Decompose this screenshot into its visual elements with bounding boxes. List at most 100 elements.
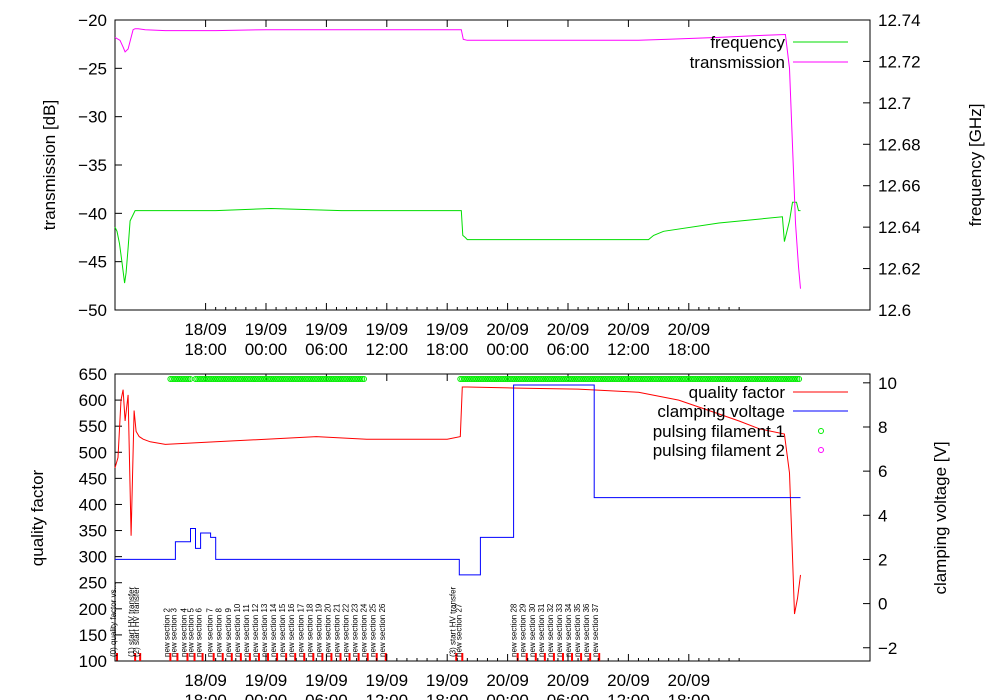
x-tick-date: 18/09 bbox=[184, 320, 227, 339]
annotation-label: new section 14 bbox=[269, 603, 278, 657]
annotation-label: new section 32 bbox=[546, 603, 555, 657]
transmission-frequency-chart: −50 −45 −40 −35 −30 −25 −20 12.6 12.62 12.64 12.6… bbox=[40, 11, 985, 359]
legend-label-pulsing-filament-2: pulsing filament 2 bbox=[653, 441, 785, 460]
legend-label-frequency: frequency bbox=[710, 33, 785, 52]
top-legend: frequency transmission bbox=[690, 33, 848, 72]
annotation-label: (2) start HV transfer bbox=[132, 586, 141, 657]
annotation-label: new section 17 bbox=[296, 603, 305, 657]
y-tick-label: −30 bbox=[78, 108, 107, 127]
x-tick-date: 19/09 bbox=[366, 671, 409, 690]
series-line-clamping-voltage bbox=[115, 384, 801, 576]
x-tick-time: 00:00 bbox=[245, 691, 288, 700]
y-tick-label: 100 bbox=[79, 652, 107, 671]
x-tick-time: 00:00 bbox=[486, 691, 529, 700]
bottom-y2-axis-label: clamping voltage [V] bbox=[931, 441, 950, 594]
pulsing-filament-1-point bbox=[183, 376, 190, 382]
x-tick-time: 06:00 bbox=[305, 340, 348, 359]
pulsing-filament-1-point bbox=[792, 376, 799, 382]
y-tick-label: 150 bbox=[79, 626, 107, 645]
x-tick-date: 20/09 bbox=[668, 320, 711, 339]
x-tick-time: 06:00 bbox=[305, 691, 348, 700]
annotation-label: new section 3 bbox=[169, 608, 178, 657]
y-tick-label: 300 bbox=[79, 548, 107, 567]
series-line-frequency bbox=[114, 201, 801, 284]
x-tick-date: 20/09 bbox=[547, 671, 590, 690]
legend-marker-pulsing-filament-1 bbox=[818, 428, 824, 434]
bottom-legend: quality factor clamping voltage pulsing … bbox=[653, 383, 848, 460]
annotation-label: (3) start HV transfer bbox=[448, 586, 457, 657]
y2-tick-label: 2 bbox=[878, 550, 887, 569]
y-tick-label: 450 bbox=[79, 469, 107, 488]
annotation-label: new section 30 bbox=[528, 603, 537, 657]
bottom-y-axis-label: quality factor bbox=[28, 469, 47, 566]
x-tick-time: 00:00 bbox=[245, 340, 288, 359]
annotation-label: new section 10 bbox=[233, 603, 242, 657]
annotation-label: new section 2 bbox=[162, 608, 171, 657]
x-tick-time: 12:00 bbox=[366, 691, 409, 700]
top-y-axis-label: transmission [dB] bbox=[40, 100, 59, 230]
series-line-quality-factor bbox=[114, 386, 801, 615]
x-tick-time: 18:00 bbox=[668, 691, 711, 700]
y2-tick-label: 12.68 bbox=[878, 135, 921, 154]
x-tick-date: 19/09 bbox=[245, 320, 288, 339]
x-tick-date: 19/09 bbox=[305, 671, 348, 690]
x-tick-date: 20/09 bbox=[668, 671, 711, 690]
x-tick-date: 19/09 bbox=[245, 671, 288, 690]
x-tick-time: 06:00 bbox=[547, 691, 590, 700]
y2-tick-label: 12.64 bbox=[878, 218, 921, 237]
x-tick-date: 20/09 bbox=[607, 320, 650, 339]
y-tick-label: 550 bbox=[79, 417, 107, 436]
x-tick-date: 18/09 bbox=[184, 671, 227, 690]
quality-clamping-chart: (0) quality factor vs... (1) start HV tra… bbox=[28, 365, 950, 700]
legend-label-quality-factor: quality factor bbox=[689, 383, 786, 402]
pulsing-filament-1-point bbox=[359, 376, 366, 382]
y-tick-label: −20 bbox=[78, 11, 107, 30]
annotation-label: new section 24 bbox=[360, 603, 369, 657]
legend-label-pulsing-filament-1: pulsing filament 1 bbox=[653, 422, 785, 441]
annotation-label: new section 12 bbox=[251, 603, 260, 657]
annotation-label: new section 13 bbox=[260, 603, 269, 657]
y-tick-label: −45 bbox=[78, 253, 107, 272]
y2-tick-label: 0 bbox=[878, 595, 887, 614]
x-tick-time: 12:00 bbox=[366, 340, 409, 359]
x-tick-date: 20/09 bbox=[547, 320, 590, 339]
legend-marker-pulsing-filament-2 bbox=[818, 447, 824, 453]
annotation-label: new section 35 bbox=[573, 603, 582, 657]
pulsing-filament-1-point bbox=[357, 376, 364, 382]
x-tick-date: 19/09 bbox=[426, 671, 469, 690]
x-tick-date: 20/09 bbox=[486, 671, 529, 690]
y2-tick-label: 12.6 bbox=[878, 301, 911, 320]
x-tick-time: 12:00 bbox=[607, 691, 650, 700]
legend-label-transmission: transmission bbox=[690, 53, 785, 72]
annotation-label: new section 15 bbox=[278, 603, 287, 657]
y-tick-label: 650 bbox=[79, 365, 107, 384]
pulsing-filament-1-point bbox=[185, 376, 192, 382]
annotation-label: new section 9 bbox=[224, 608, 233, 657]
y2-tick-label: 12.66 bbox=[878, 177, 921, 196]
bottom-plot-frame bbox=[114, 373, 871, 662]
annotation-label: new section 5 bbox=[187, 608, 196, 657]
x-tick-date: 19/09 bbox=[305, 320, 348, 339]
annotation-label: new section 37 bbox=[591, 603, 600, 657]
annotation-label: new section 20 bbox=[323, 603, 332, 657]
annotation-label: new section 25 bbox=[369, 603, 378, 657]
x-tick-date: 20/09 bbox=[607, 671, 650, 690]
annotation-label: new section 34 bbox=[564, 603, 573, 657]
annotation-label: new section 31 bbox=[537, 603, 546, 657]
y2-tick-label: 6 bbox=[878, 462, 887, 481]
legend-label-clamping-voltage: clamping voltage bbox=[657, 402, 785, 421]
annotation-label: new section 26 bbox=[378, 603, 387, 657]
x-tick-time: 18:00 bbox=[426, 691, 469, 700]
annotation-label: new section 8 bbox=[215, 608, 224, 657]
y2-tick-label: 12.72 bbox=[878, 52, 921, 71]
annotation-label: (1) start HV transfer bbox=[127, 586, 136, 657]
pulsing-filament-1-point bbox=[796, 376, 803, 382]
y2-tick-label: 4 bbox=[878, 506, 887, 525]
x-tick-time: 18:00 bbox=[184, 340, 227, 359]
y2-tick-label: 12.74 bbox=[878, 11, 921, 30]
annotation-label: new section 23 bbox=[351, 603, 360, 657]
annotation-label: new section 16 bbox=[287, 603, 296, 657]
x-tick-time: 18:00 bbox=[668, 340, 711, 359]
x-tick-time: 18:00 bbox=[184, 691, 227, 700]
x-tick-date: 20/09 bbox=[486, 320, 529, 339]
